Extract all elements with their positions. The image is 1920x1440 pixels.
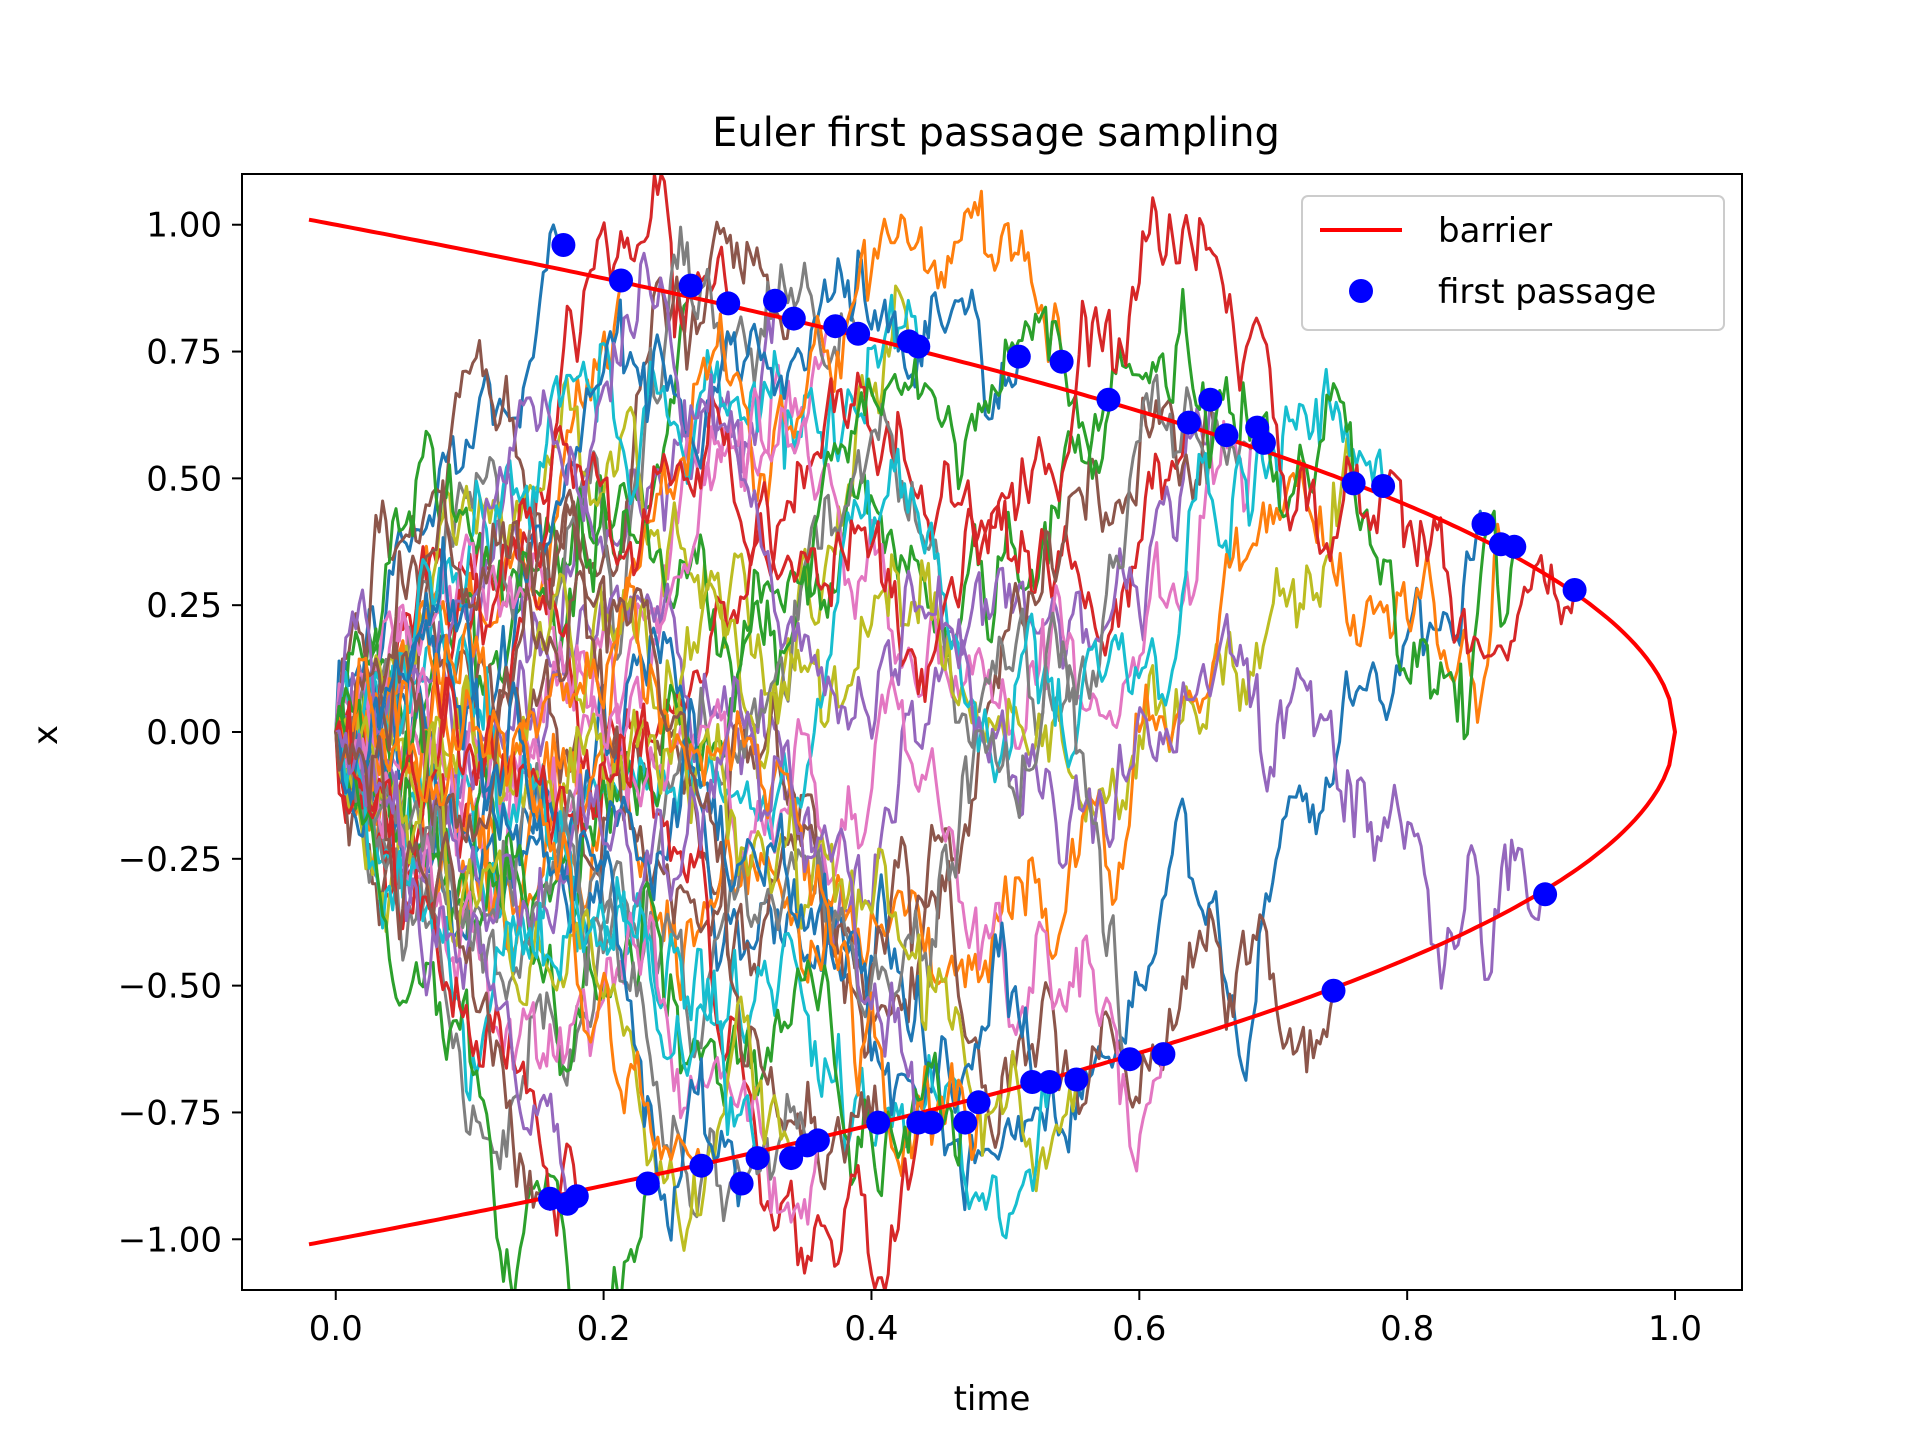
first-passage-point (779, 1146, 804, 1171)
first-passage-point (906, 1110, 931, 1135)
first-passage-point (866, 1110, 891, 1135)
x-tick-label: 0.6 (1112, 1309, 1166, 1349)
x-tick-label: 1.0 (1648, 1309, 1702, 1349)
first-passage-point (781, 306, 806, 331)
sample-path (334, 700, 579, 1237)
legend-first-passage-label: first passage (1438, 272, 1656, 312)
sample-path (334, 731, 552, 1209)
y-tick-label: 0.50 (146, 459, 222, 499)
y-tick-label: 1.00 (146, 206, 222, 246)
sample-path (334, 220, 795, 733)
first-passage-point (689, 1153, 714, 1178)
x-tick-label: 0.8 (1380, 1309, 1434, 1349)
x-tick-label: 0.0 (309, 1309, 363, 1349)
first-passage-point (1049, 349, 1074, 374)
first-passage-point (716, 291, 741, 316)
first-passage-point (678, 273, 703, 298)
first-passage-point (1502, 534, 1527, 559)
sample-path (334, 703, 650, 1290)
first-passage-point (953, 1110, 978, 1135)
first-passage-point (1371, 474, 1396, 498)
y-tick-label: 0.25 (146, 586, 222, 626)
first-passage-point (1471, 512, 1496, 536)
sample-paths (334, 174, 1577, 1290)
sample-path (334, 387, 1259, 800)
first-passage-point (1562, 578, 1587, 602)
first-passage-point (795, 1133, 820, 1158)
first-passage-point (1006, 344, 1031, 369)
sample-path (334, 656, 703, 1167)
first-passage-point (1020, 1070, 1045, 1094)
first-passage-point (1117, 1047, 1142, 1072)
sample-path (334, 509, 1485, 1212)
first-passage-point (906, 334, 931, 359)
y-tick-label: −0.25 (118, 840, 222, 880)
first-passage-point (1321, 978, 1346, 1003)
first-passage-point (1198, 387, 1223, 412)
x-axis-label: time (954, 1379, 1031, 1419)
first-passage-point (551, 233, 576, 257)
x-tick-label: 0.2 (577, 1309, 631, 1349)
sample-path (334, 251, 1546, 990)
sample-path (334, 576, 981, 1178)
legend: barrier first passage (1301, 195, 1725, 331)
sample-path (334, 676, 934, 1290)
first-passage-point (763, 288, 787, 313)
first-passage-point (609, 268, 633, 293)
first-passage-point (635, 1171, 660, 1196)
first-passage-point (538, 1186, 562, 1211)
first-passage-point (1214, 423, 1239, 448)
first-passage-point (729, 1171, 754, 1196)
first-passage-point (823, 314, 848, 339)
legend-box (1301, 195, 1725, 331)
first-passage-point (1341, 471, 1366, 496)
chart-title: Euler first passage sampling (712, 110, 1280, 156)
sample-path (334, 536, 744, 1242)
first-passage-point (1251, 430, 1276, 455)
y-tick-label: −1.00 (118, 1220, 222, 1260)
y-axis-ticks: 1.00 0.75 0.50 0.25 0.00 −0.25 −0.50 −0.75 −1.00 (118, 206, 242, 1260)
sample-path (334, 674, 1078, 1193)
first-passage-points (538, 233, 1587, 1216)
first-passage-point (1064, 1067, 1089, 1092)
x-tick-label: 0.4 (844, 1309, 898, 1349)
first-passage-point (745, 1146, 770, 1171)
first-passage-point (846, 321, 871, 346)
first-passage-point (1037, 1070, 1062, 1094)
first-passage-point (1533, 882, 1558, 907)
sample-path (334, 728, 809, 1223)
legend-first-passage-swatch (1349, 279, 1373, 303)
legend-barrier-label: barrier (1438, 211, 1552, 251)
y-tick-label: −0.75 (118, 1093, 222, 1133)
y-tick-label: 0.75 (146, 333, 222, 373)
first-passage-point (1176, 410, 1201, 435)
sample-path (335, 729, 569, 1204)
x-axis-ticks: 0.0 0.2 0.4 0.6 0.8 1.0 (309, 1290, 1702, 1349)
y-tick-label: −0.50 (118, 967, 222, 1007)
first-passage-point (966, 1090, 991, 1115)
first-passage-point (1151, 1042, 1176, 1067)
sample-path (334, 588, 920, 1127)
y-tick-label: 0.00 (146, 713, 222, 753)
first-passage-point (1096, 387, 1121, 412)
y-axis-label: x (26, 725, 66, 745)
